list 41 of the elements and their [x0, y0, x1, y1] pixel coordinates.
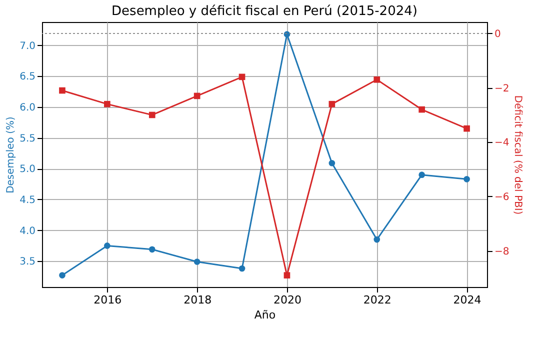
y-axis-title: Desempleo (%): [6, 116, 17, 194]
point: [238, 74, 246, 80]
point: [194, 92, 200, 100]
y-tick-label: 3.5: [20, 256, 36, 268]
chart-title: Desempleo y déficit fiscal en Perú (2015-2024): [112, 4, 418, 19]
y-tick-label: 6.5: [20, 72, 36, 83]
point: [464, 176, 470, 182]
y2-tick-label: −8: [494, 246, 510, 258]
point: [104, 100, 110, 108]
point: [418, 106, 425, 113]
x-tick-label: 2020: [273, 294, 302, 306]
y2-tick-label: −6: [494, 192, 510, 203]
point: [328, 160, 336, 166]
point: [148, 112, 156, 118]
x-tick-label: 2016: [94, 294, 122, 306]
point: [59, 87, 66, 94]
x-tick-label: 2024: [453, 294, 482, 306]
y2-tick-label: −4: [494, 138, 510, 149]
y-tick-label: 4.5: [20, 194, 36, 206]
y-tick-label: 6.0: [20, 102, 36, 114]
point: [194, 258, 200, 265]
x-tick-label: 2018: [184, 294, 212, 306]
x-tick-label: 2022: [363, 294, 392, 306]
point: [238, 265, 246, 272]
point: [148, 246, 156, 253]
y2-tick-label: 0: [494, 28, 501, 40]
point: [104, 242, 110, 249]
point: [418, 172, 425, 178]
point: [284, 272, 290, 278]
x-axis-title: Año: [254, 308, 276, 322]
y2-tick-label: −2: [494, 83, 510, 94]
point: [374, 236, 380, 243]
point: [59, 272, 66, 278]
point: [328, 100, 336, 108]
y-tick-label: 5.5: [20, 133, 36, 144]
y2-axis-title: Déficit fiscal (% del PBI): [512, 95, 524, 215]
point: [464, 125, 470, 132]
y-tick-label: 7.0: [20, 40, 36, 52]
y-tick-label: 5.0: [20, 164, 36, 176]
y-tick-label: 4.0: [20, 226, 36, 237]
point: [374, 76, 380, 83]
